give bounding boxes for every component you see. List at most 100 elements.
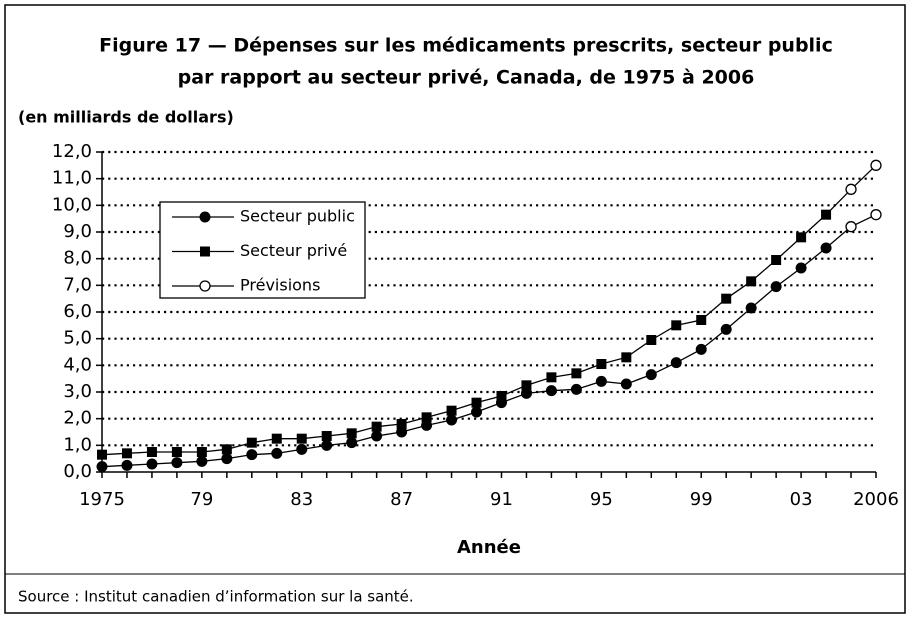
marker-square [371, 421, 382, 432]
marker-square [171, 447, 182, 457]
marker-square [200, 246, 210, 257]
x-tick-label: 03 [790, 489, 813, 510]
marker-square [496, 391, 507, 401]
frame [4, 4, 906, 614]
x-tick-label: 1975 [79, 489, 125, 510]
marker-square [221, 444, 232, 455]
chart-title: par rapport au secteur privé, Canada, de… [178, 67, 755, 89]
marker-circle [745, 302, 757, 314]
marker-square [646, 335, 657, 345]
marker-circle [296, 443, 308, 455]
x-tick-label: 2006 [853, 489, 899, 510]
marker-circle [545, 385, 557, 397]
marker-square [596, 359, 607, 369]
legend-label: Prévisions [240, 276, 320, 295]
marker-square [346, 428, 357, 439]
marker-circle [595, 375, 607, 387]
marker-square [546, 372, 557, 383]
y-tick-label: 11,0 [52, 168, 92, 189]
marker-square [271, 433, 282, 444]
y-tick-label: 8,0 [63, 248, 92, 269]
marker-square [721, 293, 732, 304]
marker-square [796, 232, 807, 243]
marker-circle [121, 459, 133, 471]
marker-circle [271, 447, 283, 459]
y-tick-label: 9,0 [63, 221, 92, 242]
marker-circle [96, 461, 108, 473]
legend: Secteur public Secteur privé Prévisions [159, 201, 366, 299]
marker-open-circle [199, 280, 211, 292]
legend-label: Secteur privé [240, 241, 347, 260]
y-axis-label: (en milliards de dollars) [18, 108, 234, 127]
marker-square [471, 397, 482, 408]
y-tick-label: 3,0 [63, 381, 92, 402]
x-tick-label: 83 [290, 489, 313, 510]
marker-circle [620, 378, 632, 390]
marker-square [821, 209, 832, 220]
marker-circle [770, 281, 782, 293]
y-tick-label: 12,0 [52, 141, 92, 162]
x-tick-label: 79 [190, 489, 213, 510]
marker-circle [795, 262, 807, 274]
x-tick-label: 99 [690, 489, 713, 510]
y-tick-label: 5,0 [63, 328, 92, 349]
y-tick-label: 7,0 [63, 274, 92, 295]
marker-circle [645, 369, 657, 381]
marker-square [746, 276, 757, 287]
marker-open-circle [870, 209, 882, 221]
x-tick-label: 95 [590, 489, 613, 510]
marker-square [421, 412, 432, 423]
y-tick-label: 0,0 [63, 461, 92, 482]
x-axis-label: Année [457, 537, 521, 558]
chart-title: Figure 17 — Dépenses sur les médicaments… [99, 35, 833, 57]
marker-square [146, 447, 157, 457]
marker-circle [720, 323, 732, 335]
marker-circle [196, 455, 208, 467]
marker-circle [221, 453, 233, 465]
marker-square [771, 255, 782, 265]
marker-circle [570, 383, 582, 395]
x-tick-label: 91 [490, 489, 513, 510]
marker-circle [520, 387, 532, 399]
marker-square [521, 380, 532, 391]
marker-open-circle [870, 159, 882, 171]
marker-circle [471, 406, 483, 418]
legend-box [159, 201, 366, 299]
marker-circle [246, 449, 258, 461]
marker-circle [396, 426, 408, 438]
y-tick-label: 1,0 [63, 434, 92, 455]
marker-square [396, 419, 407, 429]
marker-circle [346, 437, 358, 449]
marker-circle [371, 430, 383, 442]
marker-circle [199, 211, 211, 223]
marker-open-circle [845, 183, 857, 195]
marker-circle [421, 419, 433, 431]
marker-square [97, 449, 107, 460]
y-tick-label: 10,0 [52, 194, 92, 215]
legend-label: Secteur public [240, 207, 355, 226]
marker-square [296, 433, 307, 444]
marker-circle [820, 242, 832, 254]
marker-square [121, 448, 132, 459]
marker-square [321, 431, 332, 441]
marker-square [446, 405, 457, 416]
x-tick-label: 87 [390, 489, 413, 510]
marker-square [621, 352, 632, 363]
marker-square [671, 320, 682, 331]
y-tick-label: 6,0 [63, 301, 92, 322]
marker-open-circle [845, 221, 857, 233]
marker-circle [146, 458, 158, 470]
marker-circle [446, 414, 458, 426]
marker-circle [670, 357, 682, 369]
y-tick-label: 4,0 [63, 354, 92, 375]
y-tick-label: 2,0 [63, 408, 92, 429]
marker-square [571, 368, 582, 379]
marker-square [696, 315, 707, 325]
source: Source : Institut canadien d’information… [18, 588, 414, 606]
marker-circle [695, 343, 707, 355]
marker-circle [171, 457, 183, 469]
marker-circle [321, 439, 333, 451]
marker-square [246, 437, 257, 448]
marker-square [196, 447, 207, 457]
